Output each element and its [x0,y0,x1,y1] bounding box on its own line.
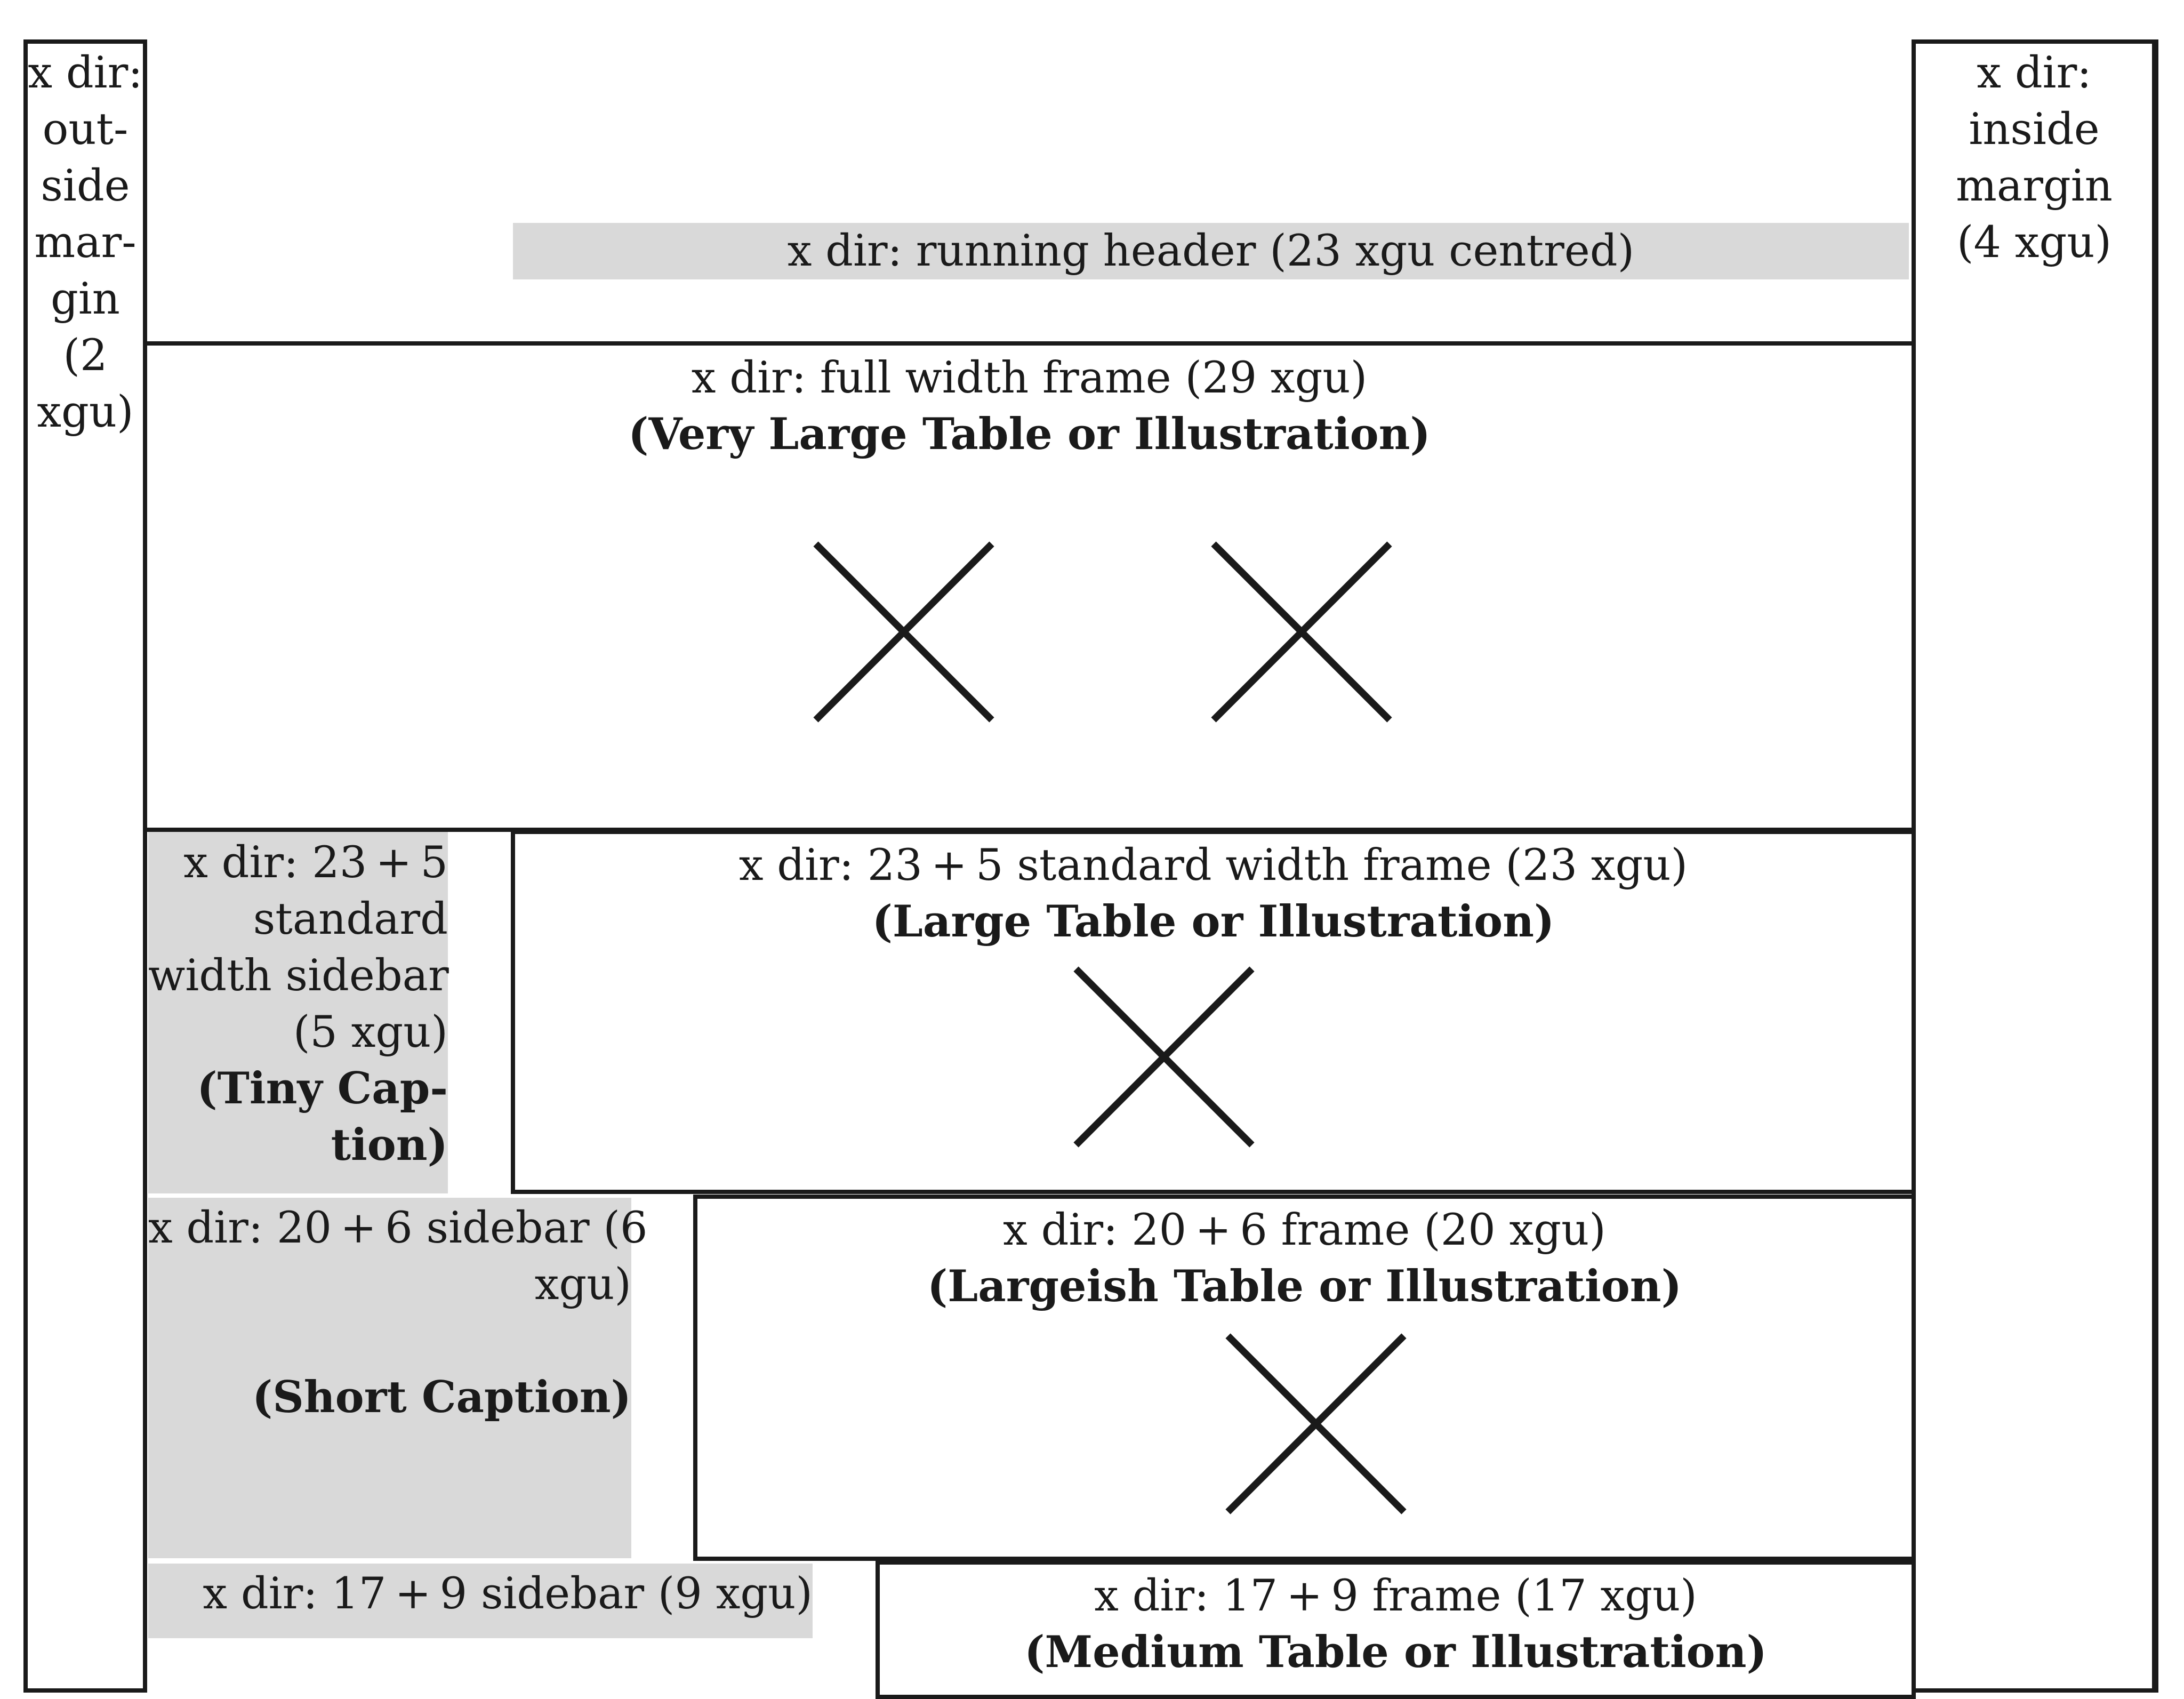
sidebar-23-5-caption: (Tiny Cap- [197,1063,448,1114]
outside-margin-line: x dir: [28,48,143,98]
inside-margin-box [1912,39,2157,1693]
sidebar-23-5-line: standard [253,894,448,944]
sidebar-23-5-line: width sidebar [148,951,449,1001]
placeholder-cross-icon [1225,1333,1407,1514]
frame-20-6-caption: (Largeish Table or Illustration) [927,1261,1682,1312]
placeholder-cross-icon [1211,541,1392,723]
standard-width-frame-caption: (Large Table or Illustration) [872,896,1555,947]
outside-margin-line: out- [42,105,129,155]
full-width-frame-caption: (Very Large Table or Illustration) [628,409,1431,460]
inside-margin-line: x dir: [1977,48,2092,98]
sidebar-20-6 [148,1198,631,1558]
placeholder-cross-icon [813,541,994,723]
inside-margin-line: inside [1969,105,2100,155]
outside-margin-line: gin [51,274,120,324]
sidebar-17-9-line: x dir: 17 + 9 sidebar (9 xgu) [203,1569,813,1619]
inside-margin-line: margin [1956,161,2113,211]
frame-17-9-caption: (Medium Table or Illustration) [1024,1627,1767,1678]
outside-margin-line: side [41,161,130,211]
standard-width-frame [511,830,1916,1194]
sidebar-23-5-line: x dir: 23 + 5 [183,838,448,888]
running-header-label: x dir: running header (23 xgu centred) [787,226,1635,276]
standard-width-frame-label: x dir: 23 + 5 standard width frame (23 x… [738,840,1688,891]
sidebar-20-6-line: xgu) [534,1260,631,1310]
sidebar-23-5 [148,832,448,1193]
outside-margin-line: (2 [63,331,108,381]
outside-margin-line: xgu) [37,387,134,437]
page-edge-bar [2152,39,2158,1693]
sidebar-20-6-caption: (Short Caption) [252,1372,631,1423]
placeholder-cross-icon [1073,966,1255,1148]
sidebar-17-9 [148,1564,813,1638]
outside-margin-line: mar- [34,218,136,268]
sidebar-23-5-line: (5 xgu) [293,1007,448,1057]
inside-margin-line: (4 xgu) [1956,218,2112,268]
frame-17-9-label: x dir: 17 + 9 frame (17 xgu) [1094,1571,1697,1621]
frame-20-6 [693,1195,1916,1561]
sidebar-23-5-caption: tion) [331,1120,448,1171]
running-header-bar [513,223,1909,279]
full-width-frame-label: x dir: full width frame (29 xgu) [691,353,1368,403]
frame-20-6-label: x dir: 20 + 6 frame (20 xgu) [1003,1205,1606,1255]
sidebar-20-6-line: x dir: 20 + 6 sidebar (6 [148,1203,648,1253]
